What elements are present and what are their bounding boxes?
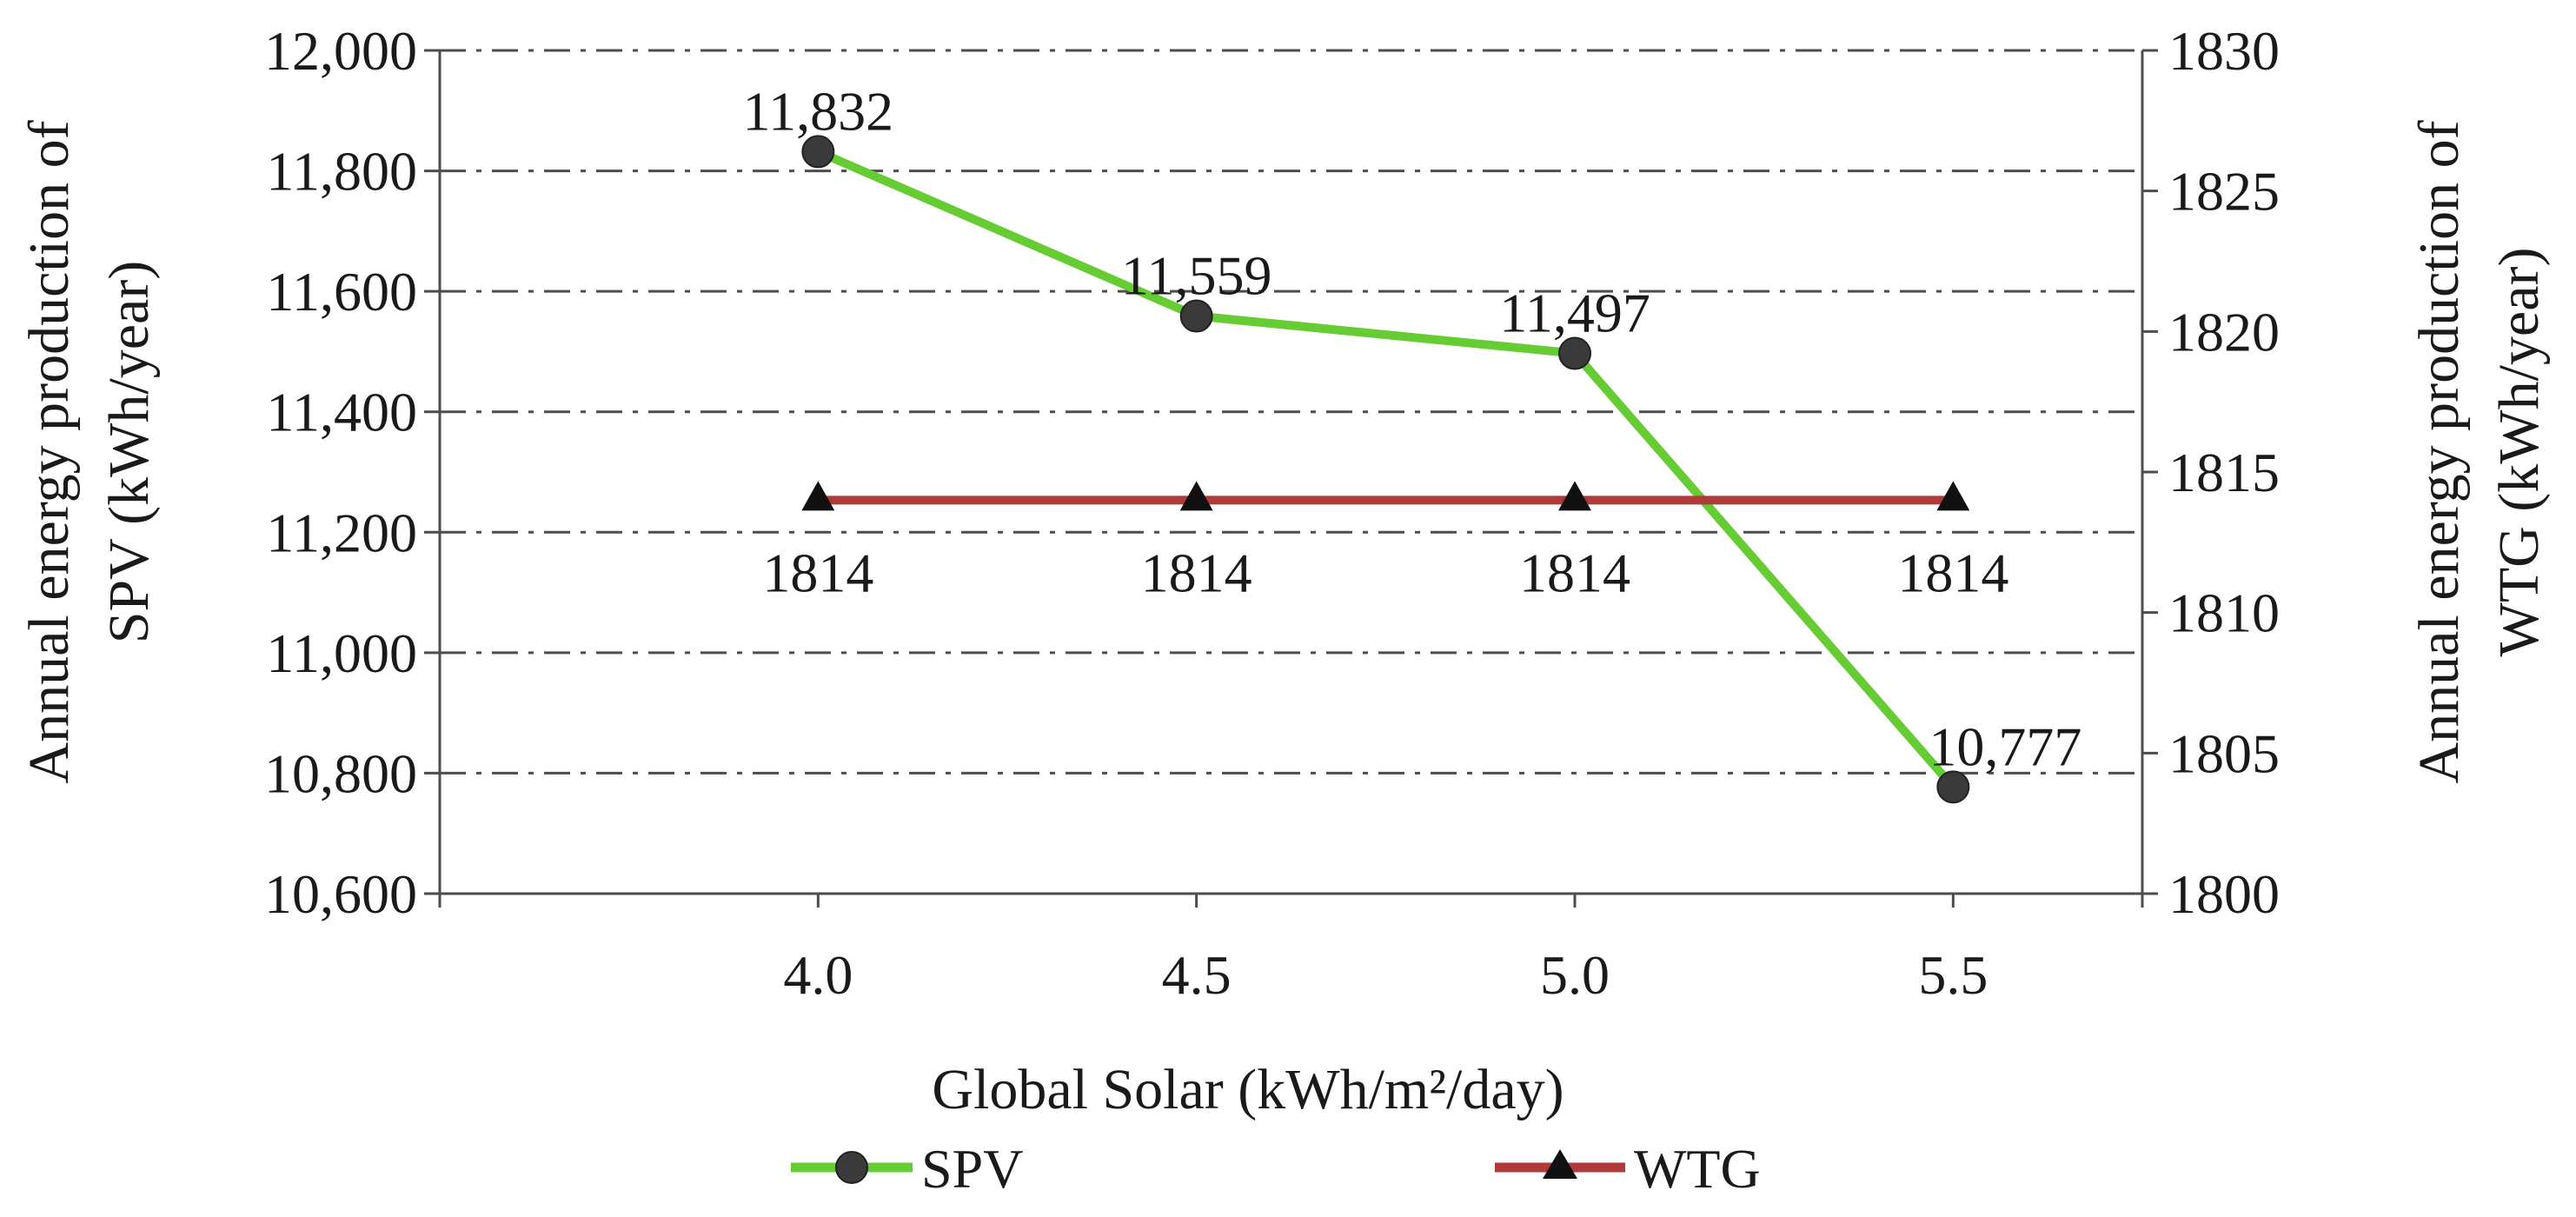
- spv-point: [1936, 770, 1970, 804]
- legend-item-spv[interactable]: SPV: [791, 1138, 1023, 1200]
- right-tick-label: 1820: [2168, 301, 2280, 362]
- right-tick-label: 1805: [2168, 722, 2280, 784]
- left-tick-label: 10,800: [264, 742, 417, 804]
- wtg-data-label: 1814: [1897, 542, 2008, 603]
- spv-series-line: [816, 147, 1957, 790]
- right-tick-label: 1815: [2168, 442, 2280, 503]
- left-y-axis-label-line2: SPV (kWh/year): [97, 261, 161, 644]
- axes: [438, 50, 2144, 895]
- wtg-point: [1179, 481, 1213, 511]
- legend-wtg-marker: [1543, 1149, 1577, 1179]
- right-tick-label: 1830: [2168, 20, 2280, 82]
- right-tick-label: 1800: [2168, 863, 2280, 925]
- wtg-point: [1558, 481, 1591, 511]
- x-tick-label: 4.0: [783, 944, 853, 1006]
- spv-data-label: 11,559: [1121, 245, 1272, 307]
- wtg-data-label: 1814: [1519, 542, 1630, 603]
- grid-lines: [440, 49, 2142, 775]
- legend-item-wtg[interactable]: WTG: [1495, 1138, 1761, 1200]
- wtg-data-label: 1814: [762, 542, 873, 603]
- wtg-point: [1936, 481, 1970, 511]
- left-tick-label: 11,200: [266, 502, 417, 563]
- left-y-axis-label-line1: Annual energy production of: [17, 120, 81, 783]
- series: [801, 135, 1970, 804]
- left-tick-label: 12,000: [264, 20, 417, 82]
- x-axis-label: Global Solar (kWh/m²/day): [932, 1058, 1564, 1121]
- spv-point: [1179, 299, 1213, 333]
- left-tick-label: 11,600: [266, 261, 417, 323]
- x-tick-label: 4.5: [1162, 944, 1232, 1006]
- left-tick-label: 11,400: [266, 382, 417, 443]
- wtg-point: [801, 481, 835, 511]
- spv-data-label: 10,777: [1929, 715, 2081, 777]
- right-tick-label: 1825: [2168, 161, 2280, 223]
- right-tick-label: 1810: [2168, 582, 2280, 644]
- spv-point: [801, 135, 835, 169]
- spv-data-label: 11,832: [743, 80, 894, 142]
- x-tick-label: 5.0: [1540, 944, 1610, 1006]
- wtg-data-label: 1814: [1141, 542, 1252, 603]
- left-y-ticks: 10,600 10,800 11,000 11,200 11,400 11,600 11,8…: [264, 20, 440, 925]
- right-y-axis-label-line2: WTG (kWh/year): [2487, 248, 2551, 657]
- spv-point: [1558, 336, 1591, 370]
- x-tick-label: 5.5: [1918, 944, 1988, 1006]
- x-ticks: 4.0 4.5 5.0 5.5: [438, 894, 2144, 1006]
- legend-wtg-label: WTG: [1634, 1138, 1761, 1200]
- data-labels: 11,832 11,559 11,497 10,777 1814 1814 1814 1814: [743, 80, 2082, 777]
- left-tick-label: 10,600: [264, 863, 417, 925]
- left-tick-label: 11,000: [266, 622, 417, 684]
- left-tick-label: 11,800: [266, 141, 417, 203]
- right-y-ticks: 1800 1805 1810 1815 1820 1825 1830: [2142, 20, 2280, 925]
- spv-data-label: 11,497: [1499, 283, 1650, 344]
- legend: SPV WTG: [791, 1138, 1761, 1200]
- right-y-axis-label-line1: Annual energy production of: [2407, 120, 2471, 783]
- legend-spv-marker: [835, 1151, 868, 1184]
- legend-spv-label: SPV: [921, 1138, 1023, 1200]
